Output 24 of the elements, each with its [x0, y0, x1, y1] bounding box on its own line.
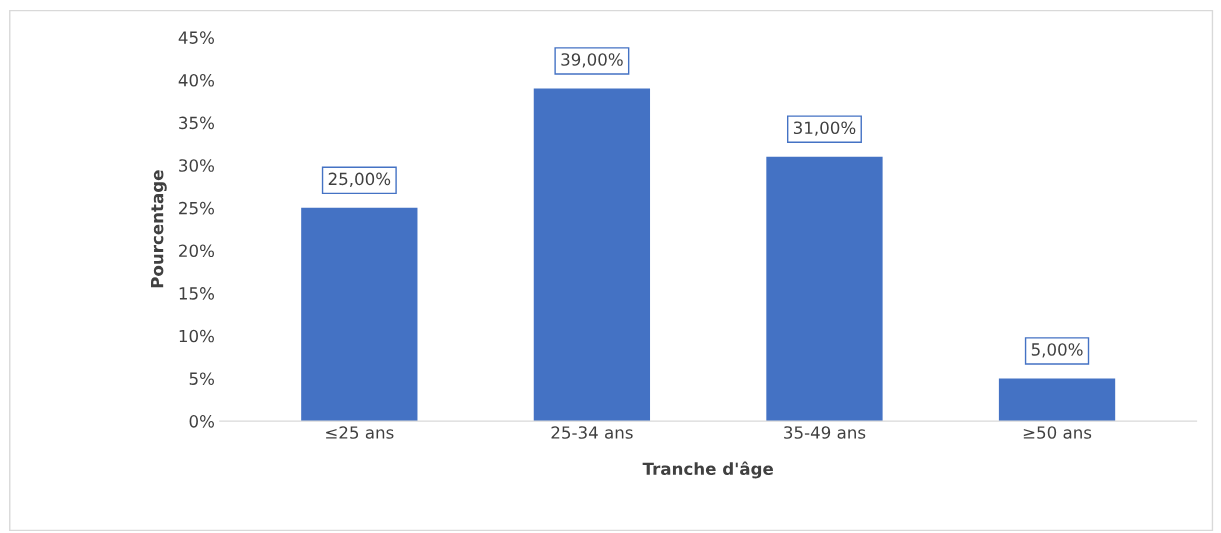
bar	[998, 378, 1116, 422]
x-tick-label: 25-34 ans	[551, 426, 633, 439]
bar	[533, 88, 651, 422]
y-tick-label: 35%	[179, 116, 214, 130]
data-label: 25,00%	[328, 172, 391, 187]
y-tick-label: 40%	[178, 73, 214, 87]
y-axis-title: Pourcentage	[151, 170, 167, 288]
data-label: 31,00%	[793, 121, 856, 136]
y-tick-label: 5%	[189, 372, 214, 385]
bar	[301, 207, 418, 422]
x-tick-label: ≤25 ans	[326, 426, 394, 439]
y-tick-label: 45%	[178, 31, 214, 44]
y-tick-label: 25%	[179, 201, 214, 215]
y-tick-label: 20%	[179, 244, 214, 258]
x-tick-label: 35-49 ans	[784, 426, 866, 439]
x-axis-title: Tranche d'âge	[642, 461, 773, 479]
x-tick-label: ≥50 ans	[1023, 426, 1092, 439]
y-tick-label: 10%	[179, 329, 214, 343]
data-label: 5,00%	[1031, 343, 1083, 358]
data-label: 39,00%	[561, 53, 623, 68]
y-tick-label: 0%	[189, 415, 214, 428]
y-tick-label: 30%	[179, 159, 214, 172]
y-tick-label: 15%	[179, 287, 214, 300]
bar	[766, 156, 883, 422]
